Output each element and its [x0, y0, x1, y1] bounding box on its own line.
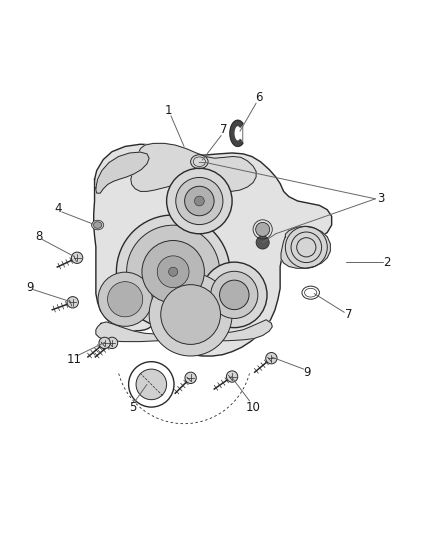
Polygon shape — [281, 227, 330, 268]
Circle shape — [142, 240, 205, 303]
Circle shape — [226, 371, 238, 382]
Circle shape — [67, 297, 78, 308]
Circle shape — [201, 262, 267, 328]
Text: 1: 1 — [165, 104, 173, 117]
Circle shape — [166, 168, 232, 234]
Ellipse shape — [93, 222, 102, 228]
Circle shape — [266, 352, 277, 364]
Circle shape — [149, 273, 232, 356]
Circle shape — [71, 252, 83, 263]
Circle shape — [157, 256, 189, 288]
Text: 9: 9 — [304, 366, 311, 378]
Circle shape — [161, 285, 220, 344]
Circle shape — [184, 186, 214, 216]
Polygon shape — [96, 152, 149, 193]
Text: 6: 6 — [255, 91, 263, 103]
Polygon shape — [131, 143, 256, 191]
Text: 11: 11 — [67, 352, 81, 366]
Text: 7: 7 — [345, 308, 353, 321]
Circle shape — [185, 372, 196, 384]
Ellipse shape — [92, 220, 104, 230]
Circle shape — [136, 369, 166, 400]
Polygon shape — [230, 120, 243, 147]
Text: 8: 8 — [35, 230, 43, 243]
Text: 10: 10 — [246, 401, 261, 414]
Circle shape — [98, 272, 152, 326]
Circle shape — [211, 271, 258, 318]
Text: 5: 5 — [129, 401, 136, 414]
Polygon shape — [94, 144, 332, 356]
Circle shape — [256, 236, 269, 249]
Circle shape — [99, 337, 110, 349]
Circle shape — [169, 267, 178, 276]
Circle shape — [108, 281, 143, 317]
Text: 9: 9 — [27, 281, 34, 294]
Circle shape — [117, 215, 230, 328]
Polygon shape — [96, 320, 272, 342]
Circle shape — [127, 225, 220, 318]
Circle shape — [176, 177, 223, 224]
Text: 7: 7 — [220, 123, 228, 136]
Circle shape — [194, 196, 204, 206]
Circle shape — [106, 337, 118, 349]
Circle shape — [219, 280, 249, 310]
Circle shape — [256, 222, 270, 236]
Text: 4: 4 — [55, 203, 62, 215]
Text: 3: 3 — [377, 192, 384, 205]
Text: 2: 2 — [383, 256, 391, 269]
